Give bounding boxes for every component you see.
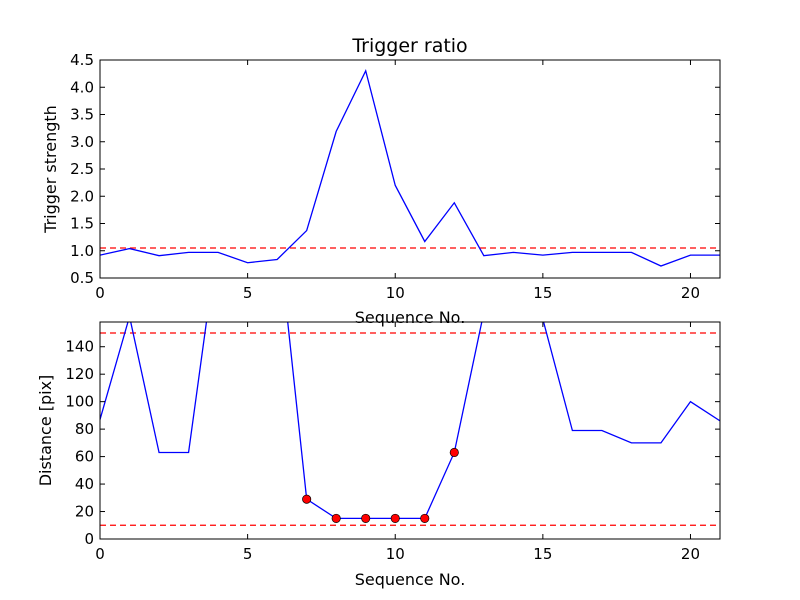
x-axis-label: Sequence No. <box>355 570 466 589</box>
data-point-marker <box>420 513 430 523</box>
y-tick-label: 140 <box>65 338 94 356</box>
data-point-marker <box>331 513 341 523</box>
x-tick-label: 20 <box>681 545 700 563</box>
distance-plot: 0 5 10 15 20 0 20 40 60 80 100 120 140 Sequence No. Di… <box>36 321 721 589</box>
data-point-marker <box>302 494 312 504</box>
y-tick-label: 2.0 <box>70 187 94 205</box>
y-tick-label: 1.5 <box>70 215 94 233</box>
x-tick-label: 10 <box>386 545 405 563</box>
y-tick-label: 0.5 <box>70 269 94 287</box>
x-tick-label: 5 <box>243 545 253 563</box>
data-point-marker <box>361 513 371 523</box>
series-line-0 <box>100 69 720 267</box>
series-line-0 <box>100 322 720 520</box>
y-tick-label: 1.0 <box>70 242 94 260</box>
y-tick-label: 120 <box>65 365 94 383</box>
y-axis-label: Distance [pix] <box>36 375 55 487</box>
x-tick-label: 5 <box>243 284 253 302</box>
data-point-marker <box>390 513 400 523</box>
y-tick-label: 3.0 <box>70 133 94 151</box>
y-tick-label: 4.5 <box>70 51 94 69</box>
x-tick-label: 10 <box>386 284 405 302</box>
y-tick-label: 60 <box>75 448 94 466</box>
y-tick-label: 80 <box>75 420 94 438</box>
axes-frame <box>99 321 721 540</box>
y-tick-label: 40 <box>75 475 94 493</box>
y-tick-label: 0 <box>84 530 94 548</box>
x-tick-label: 0 <box>95 545 105 563</box>
y-tick-label: 4.0 <box>70 78 94 96</box>
x-tick-label: 15 <box>533 284 552 302</box>
axes-frame <box>99 59 721 279</box>
x-axis-label: Sequence No. <box>355 308 466 327</box>
x-tick-label: 20 <box>681 284 700 302</box>
chart-title: Trigger ratio <box>351 35 467 57</box>
x-tick-label: 0 <box>95 284 105 302</box>
trigger-ratio-plot: Trigger ratio 0 5 10 15 20 0.5 1.0 1.5 2.0 2.5 3.0 3… <box>41 35 721 327</box>
y-axis-label: Trigger strength <box>41 105 60 234</box>
data-point-marker <box>449 447 459 458</box>
y-tick-label: 2.5 <box>70 160 94 178</box>
y-tick-label: 100 <box>65 393 94 411</box>
x-tick-label: 15 <box>533 545 552 563</box>
y-tick-label: 20 <box>75 503 94 521</box>
y-tick-label: 3.5 <box>70 106 94 124</box>
